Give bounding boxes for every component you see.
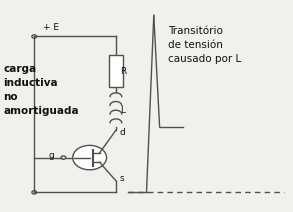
Circle shape	[73, 145, 107, 170]
Text: + E: + E	[43, 22, 59, 32]
Text: L: L	[120, 106, 125, 115]
Text: Transitório
de tensión
causado por L: Transitório de tensión causado por L	[168, 26, 242, 64]
Text: d: d	[120, 128, 125, 137]
Text: carga
inductiva
no
amortiguada: carga inductiva no amortiguada	[4, 64, 79, 116]
Text: s: s	[120, 174, 124, 183]
Text: R: R	[120, 67, 126, 76]
Bar	[109, 56, 122, 87]
Text: g: g	[49, 151, 54, 160]
